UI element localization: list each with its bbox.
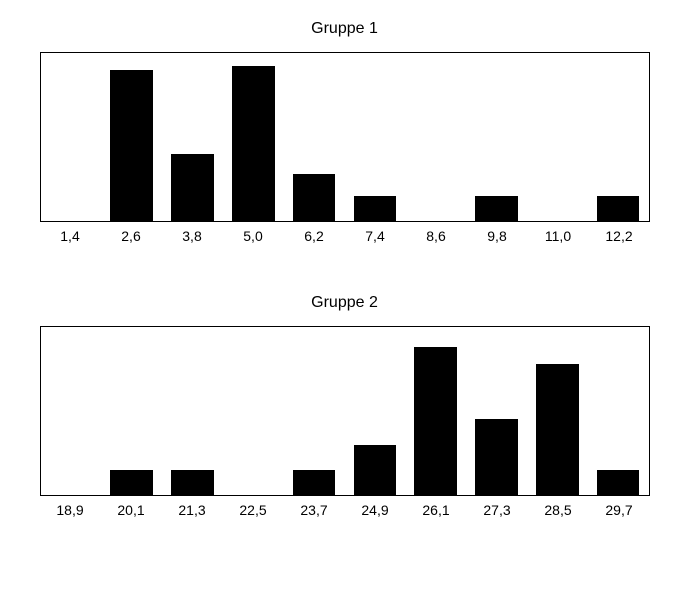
chart-1-bar <box>475 196 518 221</box>
chart-2-bar <box>293 470 336 495</box>
chart-2-xlabel: 26,1 <box>406 502 467 518</box>
chart-1-bar <box>171 154 214 221</box>
chart-1-bar <box>110 70 153 221</box>
chart-2-xlabel: 18,9 <box>40 502 101 518</box>
chart-2-bar <box>414 347 457 495</box>
chart-1: Gruppe 1 1,42,63,85,06,27,48,69,811,012,… <box>20 20 669 244</box>
chart-2-bar-slot <box>284 327 345 495</box>
chart-2: Gruppe 2 18,920,121,322,523,724,926,127,… <box>20 294 669 518</box>
chart-1-bar-slot <box>466 53 527 221</box>
chart-2-xlabel: 23,7 <box>284 502 345 518</box>
chart-1-xlabel: 8,6 <box>406 228 467 244</box>
chart-1-xlabel: 9,8 <box>467 228 528 244</box>
chart-1-plot-area <box>40 52 650 222</box>
chart-2-xlabel: 22,5 <box>223 502 284 518</box>
chart-1-bar-slot <box>101 53 162 221</box>
chart-1-title: Gruppe 1 <box>20 20 669 38</box>
chart-1-xlabel: 5,0 <box>223 228 284 244</box>
chart-1-bar-slot <box>41 53 102 221</box>
chart-2-bar <box>597 470 640 495</box>
chart-1-bar <box>354 196 397 221</box>
chart-2-title: Gruppe 2 <box>20 294 669 312</box>
chart-2-xlabel: 24,9 <box>345 502 406 518</box>
chart-1-bar <box>293 174 336 221</box>
chart-2-bar <box>171 470 214 495</box>
chart-2-xlabel: 29,7 <box>589 502 650 518</box>
chart-2-bar <box>536 364 579 495</box>
chart-1-bar <box>597 196 640 221</box>
chart-2-bars <box>41 327 649 495</box>
chart-1-bars <box>41 53 649 221</box>
chart-1-xlabel: 6,2 <box>284 228 345 244</box>
chart-2-bar <box>354 445 397 495</box>
chart-2-bar-slot <box>588 327 649 495</box>
chart-1-bar <box>232 66 275 221</box>
chart-2-bar-slot <box>162 327 223 495</box>
chart-2-xlabel: 28,5 <box>528 502 589 518</box>
chart-2-plot-area <box>40 326 650 496</box>
chart-1-xlabel: 2,6 <box>101 228 162 244</box>
chart-2-plot-wrap: 18,920,121,322,523,724,926,127,328,529,7 <box>40 326 650 518</box>
chart-2-bar-slot <box>466 327 527 495</box>
chart-2-labels: 18,920,121,322,523,724,926,127,328,529,7 <box>40 502 650 518</box>
chart-1-bar-slot <box>162 53 223 221</box>
chart-1-bar-slot <box>588 53 649 221</box>
chart-1-bar-slot <box>405 53 466 221</box>
chart-2-bar-slot <box>527 327 588 495</box>
chart-1-xlabel: 7,4 <box>345 228 406 244</box>
chart-1-plot-wrap: 1,42,63,85,06,27,48,69,811,012,2 <box>40 52 650 244</box>
chart-2-bar <box>475 419 518 495</box>
chart-2-bar <box>110 470 153 495</box>
chart-1-xlabel: 3,8 <box>162 228 223 244</box>
chart-1-xlabel: 11,0 <box>528 228 589 244</box>
chart-2-xlabel: 20,1 <box>101 502 162 518</box>
chart-1-labels: 1,42,63,85,06,27,48,69,811,012,2 <box>40 228 650 244</box>
chart-2-bar-slot <box>101 327 162 495</box>
chart-2-bar-slot <box>223 327 284 495</box>
chart-1-bar-slot <box>344 53 405 221</box>
chart-2-bar-slot <box>41 327 102 495</box>
chart-1-xlabel: 1,4 <box>40 228 101 244</box>
chart-2-bar-slot <box>405 327 466 495</box>
chart-2-xlabel: 27,3 <box>467 502 528 518</box>
chart-1-xlabel: 12,2 <box>589 228 650 244</box>
chart-1-bar-slot <box>223 53 284 221</box>
chart-2-xlabel: 21,3 <box>162 502 223 518</box>
chart-2-bar-slot <box>344 327 405 495</box>
chart-1-bar-slot <box>527 53 588 221</box>
chart-1-bar-slot <box>284 53 345 221</box>
